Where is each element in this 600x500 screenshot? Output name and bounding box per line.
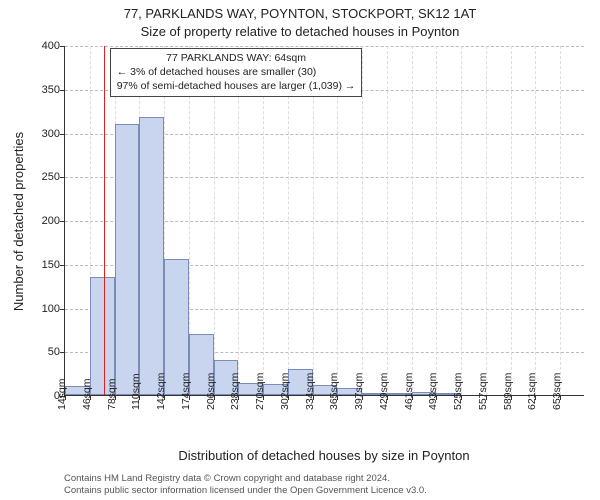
gridline-h <box>65 46 584 47</box>
ytick-mark <box>60 177 65 178</box>
ytick-mark <box>60 221 65 222</box>
annotation-line: 77 PARKLANDS WAY: 64sqm <box>117 51 356 65</box>
reference-line <box>104 46 105 395</box>
gridline-v <box>535 46 536 395</box>
gridline-v <box>436 46 437 395</box>
gridline-v <box>461 46 462 395</box>
ytick-label: 100 <box>24 303 60 315</box>
gridline-v <box>387 46 388 395</box>
ytick-mark <box>60 46 65 47</box>
ytick-label: 0 <box>24 390 60 402</box>
ytick-label: 50 <box>24 346 60 358</box>
gridline-v <box>412 46 413 395</box>
ytick-mark <box>60 90 65 91</box>
ytick-label: 200 <box>24 215 60 227</box>
gridline-v <box>288 46 289 395</box>
ytick-label: 300 <box>24 128 60 140</box>
ytick-mark <box>60 134 65 135</box>
histogram-bar <box>115 124 140 395</box>
ytick-label: 150 <box>24 259 60 271</box>
annotation-box: 77 PARKLANDS WAY: 64sqm← 3% of detached … <box>110 48 363 97</box>
annotation-line: 97% of semi-detached houses are larger (… <box>117 79 356 93</box>
gridline-v <box>511 46 512 395</box>
ytick-label: 350 <box>24 84 60 96</box>
gridline-v <box>313 46 314 395</box>
x-axis-label: Distribution of detached houses by size … <box>64 448 584 463</box>
gridline-v <box>362 46 363 395</box>
chart-title-line1: 77, PARKLANDS WAY, POYNTON, STOCKPORT, S… <box>0 6 600 21</box>
ytick-mark <box>60 265 65 266</box>
ytick-mark <box>60 309 65 310</box>
annotation-line: ← 3% of detached houses are smaller (30) <box>117 65 356 79</box>
plot-area: 77 PARKLANDS WAY: 64sqm← 3% of detached … <box>64 46 584 396</box>
ytick-label: 400 <box>24 40 60 52</box>
gridline-v <box>238 46 239 395</box>
gridline-v <box>337 46 338 395</box>
chart-title-line2: Size of property relative to detached ho… <box>0 24 600 39</box>
ytick-label: 250 <box>24 171 60 183</box>
footer-attribution: Contains HM Land Registry data © Crown c… <box>64 473 427 496</box>
histogram-bar <box>139 117 164 395</box>
gridline-v <box>486 46 487 395</box>
gridline-v <box>560 46 561 395</box>
gridline-v <box>263 46 264 395</box>
gridline-v <box>214 46 215 395</box>
ytick-mark <box>60 352 65 353</box>
